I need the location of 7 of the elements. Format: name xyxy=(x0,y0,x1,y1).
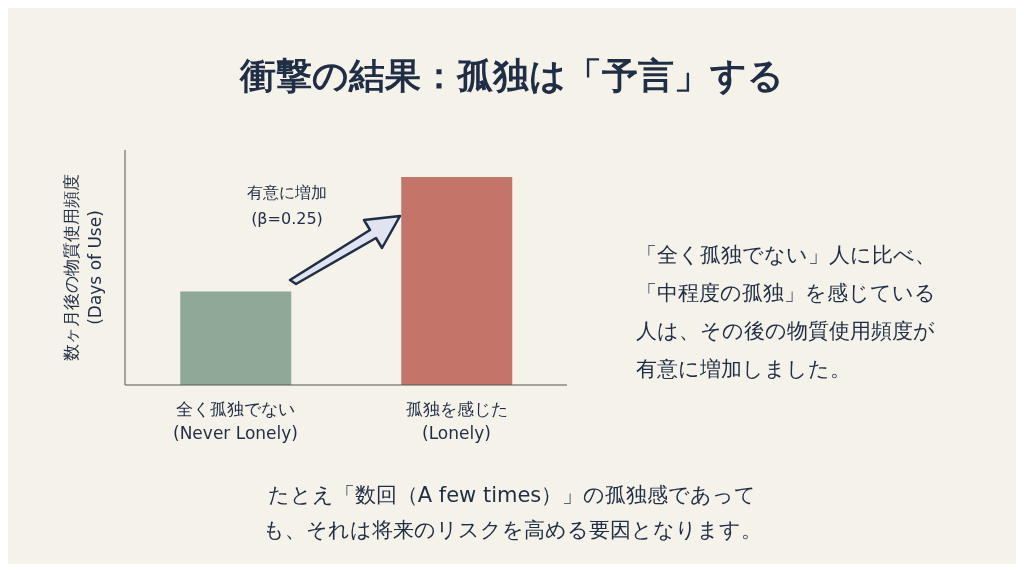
y-axis-title: 数ヶ月後の物質使用頻度 (Days of Use) xyxy=(61,174,105,361)
x-tick-label: 孤独を感じた (Lonely) xyxy=(405,399,508,443)
annotation: 有意に増加 (β=0.25) xyxy=(246,182,328,230)
text: たとえ「数回（A few times）」の孤独感であっても、それは将来のリスクを高める要因となります。 xyxy=(261,482,763,544)
chart-title: 衝撃の結果：孤独は「予言」する xyxy=(238,54,785,98)
text: 「全く孤独でない」人に比べ、「中程度の孤独」を感じている人は、その後の物質使用頻度が有意に増加しました。 xyxy=(636,242,936,383)
x-tick-label: 全く孤独でない (Never Lonely) xyxy=(173,399,298,443)
